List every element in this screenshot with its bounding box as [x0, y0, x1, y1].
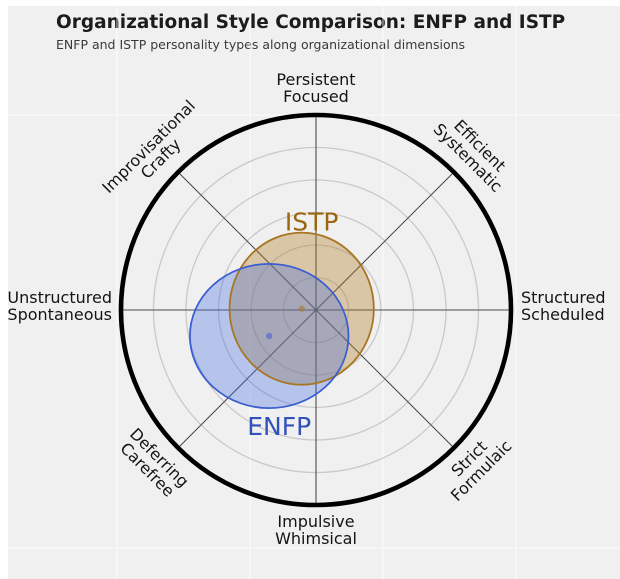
enfp-ellipse-outline — [189, 262, 350, 410]
title-block: Organizational Style Comparison: ENFP an… — [56, 12, 565, 52]
axis-spoke-315 — [315, 309, 455, 449]
axis-label-structured: Structured Scheduled — [521, 288, 606, 324]
axis-label-line: Scheduled — [521, 305, 605, 324]
axis-label-persistent: Persistent Focused — [276, 70, 355, 106]
istp-ellipse-outline — [228, 231, 375, 386]
axis-label-line: Unstructured — [7, 288, 112, 307]
outer-circle — [118, 112, 514, 508]
axis-spoke-45 — [315, 171, 455, 311]
axis-label-impulsive: Impulsive Whimsical — [275, 512, 357, 548]
enfp-center-dot — [266, 332, 273, 340]
axis-spoke-135 — [177, 171, 317, 311]
chart-subtitle: ENFP and ISTP personality types along or… — [56, 37, 466, 52]
series-label-istp: ISTP — [285, 208, 339, 237]
axis-label-line: Persistent — [276, 70, 355, 89]
istp-center-dot — [298, 305, 305, 312]
axis-label-strict: StrictFormulaic — [435, 424, 516, 505]
axis-label-line: Impulsive — [277, 512, 354, 531]
axis-label-deferring: DeferringCarefree — [114, 424, 193, 503]
figure-background — [8, 6, 620, 579]
series-label-enfp: ENFP — [247, 412, 311, 441]
chart-title: Organizational Style Comparison: ENFP an… — [56, 12, 566, 33]
axis-label-improvisational: ImprovisationalCrafty — [98, 96, 211, 209]
axis-label-line: Spontaneous — [7, 305, 112, 324]
axis-label-line: Focused — [283, 87, 349, 106]
axis-spoke-225 — [177, 309, 317, 449]
axis-label-line: Whimsical — [275, 529, 357, 548]
axis-label-line: Structured — [521, 288, 606, 307]
axis-label-unstructured: Unstructured Spontaneous — [7, 288, 112, 324]
